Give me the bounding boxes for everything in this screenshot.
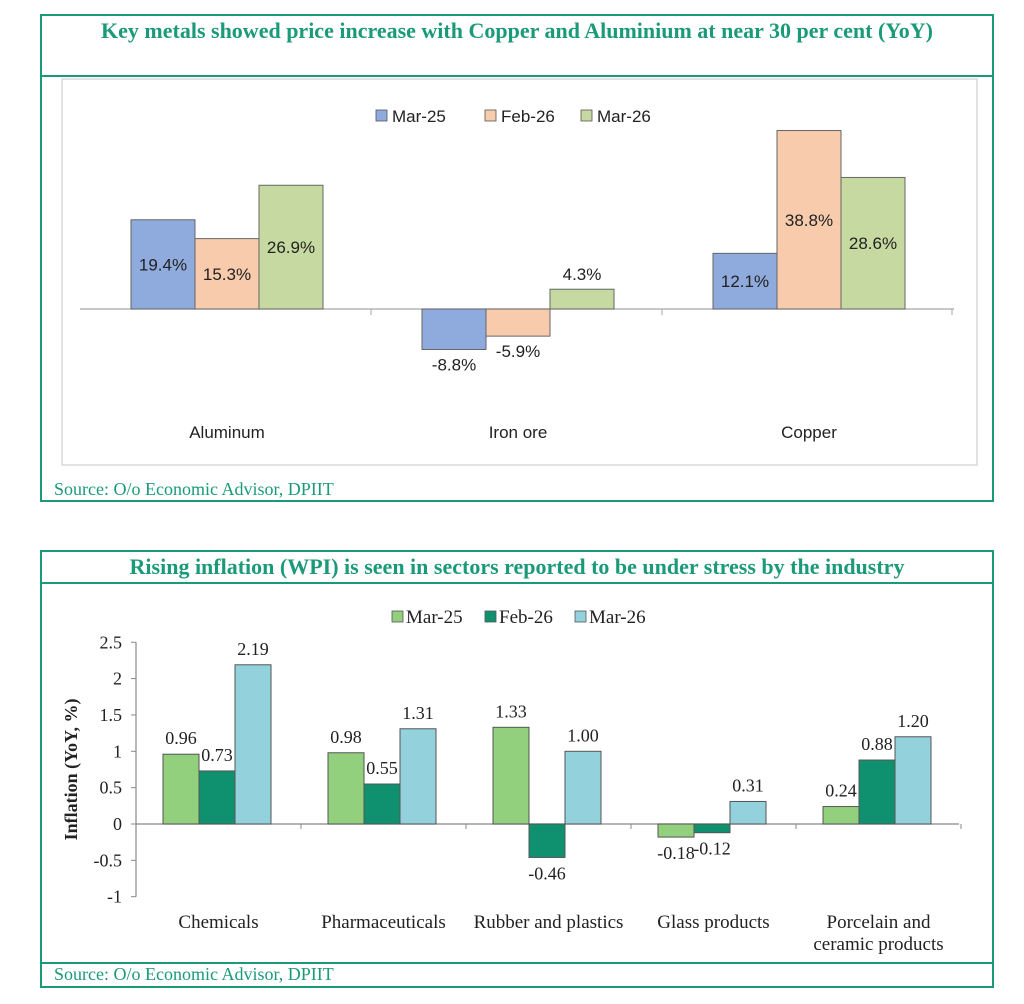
data-label: 12.1% (721, 272, 769, 291)
data-label: -0.18 (657, 843, 695, 863)
bar (693, 823, 731, 834)
data-label: 0.31 (732, 775, 764, 795)
bar (485, 308, 551, 337)
legend-label: Feb-26 (499, 607, 553, 628)
data-label: 2.19 (237, 639, 269, 659)
data-label: 0.96 (165, 728, 197, 748)
bar (840, 176, 906, 310)
bar (894, 736, 932, 825)
data-label: 1.31 (402, 703, 434, 723)
bar (258, 184, 324, 310)
legend-label: Feb-26 (501, 107, 555, 126)
y-tick-label: 2 (113, 669, 122, 689)
data-label: -8.8% (432, 355, 476, 374)
data-label: -5.9% (496, 342, 540, 361)
data-label: 0.73 (201, 745, 233, 765)
legend-label: Mar-25 (406, 607, 463, 628)
metals-bar-chart: Mar-25 Feb-26 Mar-26 19.4% 15.3% 26.9% Aluminu… (61, 78, 978, 466)
data-label: -0.46 (528, 863, 566, 883)
legend-label: Mar-26 (597, 107, 651, 126)
bar (198, 770, 236, 825)
data-label: 1.20 (897, 711, 929, 731)
category-label: Porcelain and (827, 912, 931, 933)
category-label: Rubber and plastics (474, 912, 624, 933)
y-tick-label: -1 (107, 887, 122, 907)
category-label: ceramic products (813, 934, 943, 955)
data-label: 1.00 (567, 725, 599, 745)
category-label: Glass products (657, 912, 769, 933)
category-label: Copper (781, 423, 837, 442)
bar (130, 219, 196, 310)
legend-swatch (574, 610, 587, 623)
legend-swatch (484, 109, 497, 122)
chart-source: Source: O/o Economic Advisor, DPIIT (54, 479, 334, 499)
data-label: 28.6% (849, 234, 897, 253)
category-label: Aluminum (189, 423, 265, 442)
legend-label: Mar-25 (392, 107, 446, 126)
chart-title: Rising inflation (WPI) is seen in sector… (42, 552, 992, 584)
legend-swatch (375, 109, 388, 122)
legend-swatch (484, 610, 497, 623)
bar (729, 800, 767, 825)
category-label: Iron ore (489, 423, 548, 442)
bar (363, 783, 401, 825)
legend-label: Mar-26 (589, 607, 646, 628)
bar (657, 823, 695, 838)
data-label: 26.9% (267, 238, 315, 257)
bar (528, 823, 566, 858)
data-label: 0.98 (330, 727, 362, 747)
legend-swatch (580, 109, 593, 122)
legend-swatch (391, 610, 404, 623)
y-tick-label: 1 (113, 741, 122, 761)
y-tick-label: 0.5 (100, 778, 123, 798)
data-label: 19.4% (139, 255, 187, 274)
data-label: 0.88 (861, 734, 893, 754)
y-tick-label: 0 (113, 814, 122, 834)
bar (564, 750, 602, 825)
data-label: 1.33 (495, 701, 527, 721)
bar (399, 728, 437, 825)
bar (492, 726, 530, 825)
y-tick-label: -0.5 (94, 850, 123, 870)
bar (234, 664, 272, 825)
bar (858, 759, 896, 825)
bar (327, 752, 365, 825)
chart-panel-wpi: Rising inflation (WPI) is seen in sector… (40, 550, 994, 988)
bar (712, 252, 778, 310)
bar (194, 238, 260, 310)
bar (822, 806, 860, 825)
data-label: -0.12 (693, 839, 731, 859)
bar (421, 308, 487, 350)
data-label: 38.8% (785, 211, 833, 230)
divider (42, 962, 992, 964)
bar (776, 130, 842, 310)
category-label: Pharmaceuticals (321, 912, 446, 933)
y-tick-label: 1.5 (100, 705, 123, 725)
bar (549, 288, 615, 310)
data-label: 15.3% (203, 265, 251, 284)
chart-title: Key metals showed price increase with Co… (42, 16, 992, 77)
data-label: 0.24 (825, 781, 857, 801)
y-axis-label: Inflation (YoY, %) (61, 699, 82, 841)
bar (162, 753, 200, 825)
y-tick-label: 2.5 (100, 632, 123, 652)
category-label: Chemicals (178, 912, 258, 933)
data-label: 0.55 (366, 758, 398, 778)
data-label: 4.3% (563, 265, 602, 284)
chart-source: Source: O/o Economic Advisor, DPIIT (54, 964, 334, 984)
wpi-bar-chart: -1 -0.5 0 0.5 1 1.5 2 2.5 Inflation (YoY, %) Mar-… (61, 607, 962, 955)
chart-panel-metals: Key metals showed price increase with Co… (40, 14, 994, 502)
